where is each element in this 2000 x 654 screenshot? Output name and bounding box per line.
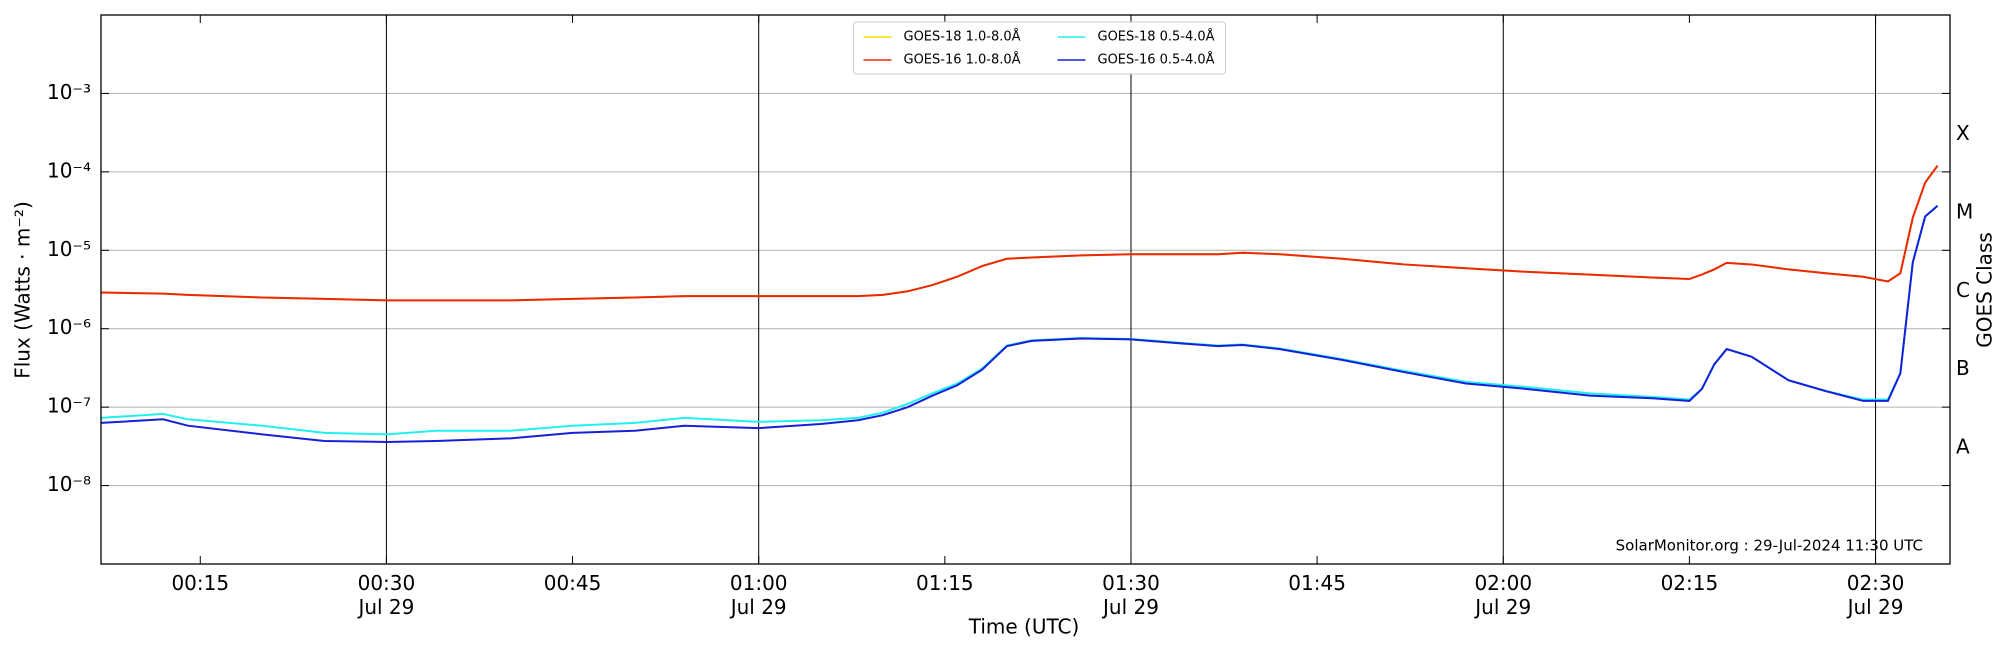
y-axis-label: Flux (Watts · m⁻²): [11, 201, 35, 379]
x-tick-label: 02:00 Jul 29: [1473, 571, 1532, 619]
legend-label: GOES-16 0.5-4.0Å: [1098, 52, 1215, 68]
y-tick-label: 10⁻⁵: [47, 237, 91, 261]
x-tick-label: 00:30 Jul 29: [356, 571, 415, 619]
x-tick-label: 00:45: [544, 571, 602, 595]
y-tick-label: 10⁻⁴: [47, 158, 91, 182]
annotation: SolarMonitor.org : 29-Jul-2024 11:30 UTC: [1616, 537, 1923, 555]
legend-label: GOES-18 1.0-8.0Å: [904, 29, 1021, 45]
series-line: [100, 204, 1939, 443]
legend-label: GOES-18 0.5-4.0Å: [1098, 29, 1215, 45]
y-tick-label: 10⁻⁷: [47, 394, 91, 418]
legend: GOES-18 1.0-8.0Å GOES-16 1.0-8.0Å GOES-18 …: [853, 21, 1226, 75]
x-tick-label: 01:00 Jul 29: [729, 571, 788, 619]
y2-tick-label: M: [1956, 199, 1973, 223]
x-tick-label: 02:15: [1661, 571, 1719, 595]
y2-tick-label: B: [1956, 356, 1970, 380]
y2-tick-label: X: [1956, 121, 1970, 145]
y-tick-label: 10⁻³: [47, 80, 91, 104]
legend-label: GOES-16 1.0-8.0Å: [904, 52, 1021, 68]
y-tick-label: 10⁻⁶: [47, 315, 91, 339]
plot-frame: [100, 14, 1951, 565]
x-tick-label: 00:15: [171, 571, 229, 595]
legend-box: [853, 21, 1226, 75]
y2-tick-label: C: [1956, 278, 1970, 302]
x-tick-label: 02:30 Jul 29: [1846, 571, 1905, 619]
y2-axis-label: GOES Class: [1973, 232, 1997, 348]
series-line: [100, 165, 1939, 302]
x-axis-label: Time (UTC): [968, 615, 1080, 639]
x-tick-label: 01:15: [916, 571, 974, 595]
y2-tick-label: A: [1956, 435, 1970, 459]
y-tick-label: 10⁻⁸: [47, 472, 91, 496]
x-tick-label: 01:30 Jul 29: [1101, 571, 1160, 619]
x-tick-label: 01:45: [1288, 571, 1346, 595]
